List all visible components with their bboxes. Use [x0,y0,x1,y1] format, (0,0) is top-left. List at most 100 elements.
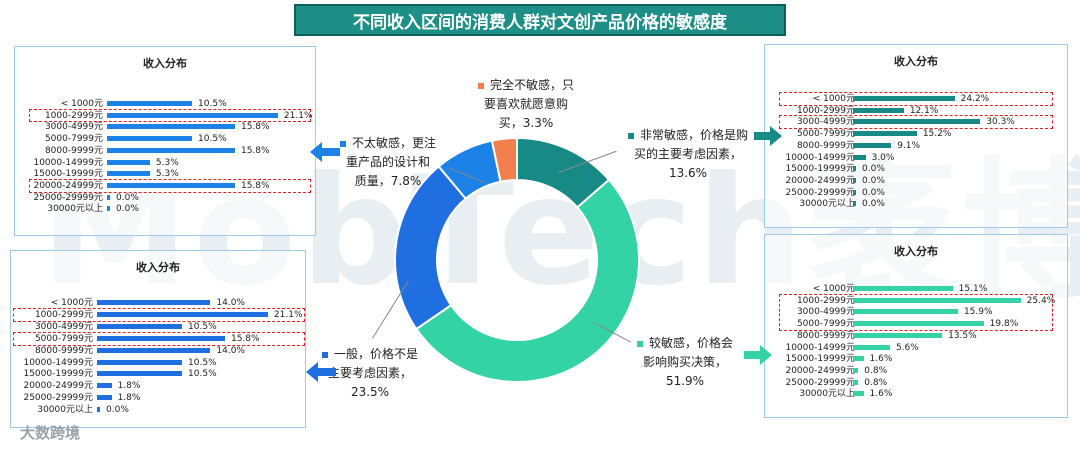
highlight-box [779,115,1053,130]
bar-row: 30000元以上 0.0% [11,404,305,416]
bar [97,311,268,317]
annotation-line: 质量，7.8% [354,174,422,188]
annotation-line: 影响购买决策， [642,355,727,369]
arrow-right-bottom-icon [744,345,772,365]
highlight-box [29,178,311,193]
bar-category-label: 8000-9999元 [796,330,855,341]
bar-value-label: 19.8% [989,319,1019,330]
donut-chart [392,135,642,385]
bar-row: 15000-19999元 5.3% [15,168,315,180]
bar-value-label: 3.0% [871,152,895,163]
donut-svg [394,136,640,383]
highlight-box [13,307,305,322]
bar [853,166,856,172]
bar-category-label: 25000-29999元 [785,187,855,198]
bar-category-label: 10000-14999元 [785,342,855,353]
bar-category-label: 25000-29999元 [23,393,93,404]
annotation-sensitive: 较敏感，价格会 影响购买决策， 51.9% [630,334,740,391]
bar-row: 1000-2999元 12.1% [765,105,1067,117]
bar-row: 5000-7999元 15.2% [765,128,1067,140]
bar-row: < 1000元 10.5% [15,98,315,110]
bar-row: 10000-14999元 5.3% [15,157,315,169]
bar-category-label: < 1000元 [812,94,855,104]
annotation-line: 完全不敏感，只 [489,78,574,92]
bar-value-label: 25.4% [1026,295,1056,306]
annotation-line: 51.9% [665,374,705,388]
bar-row: 3000-4999元 15.8% [15,121,315,133]
bar [853,321,984,327]
bar-value-label: 13.5% [948,330,977,341]
bar-row: 5000-7999元 19.8% [765,318,1067,330]
bar-value-label: 14.0% [216,298,245,308]
bar-category-label: 1000-2999元 [796,105,855,116]
bar [107,147,235,153]
bar [853,332,943,338]
bar-row: 15000-19999元 10.5% [11,368,305,380]
arrow-left-top-icon [310,142,340,162]
bar [107,194,110,200]
bar [97,395,112,401]
bar [853,367,859,373]
bar-value-label: 15.8% [240,180,270,191]
panel-title: 收入分布 [143,57,187,70]
bar-row: 20000-24999元 15.8% [15,180,315,192]
bar-value-label: 10.5% [188,369,217,380]
arrow-left-bottom-icon [306,362,336,382]
bar-value-label: 0.0% [106,405,129,416]
bar [97,407,100,413]
annotation-very-sensitive: 非常敏感，价格是购 买的主要考虑因素， 13.6% [622,126,754,183]
footer-logo: 大数跨境 [20,424,81,442]
annotation-line: 重产品的设计和 [345,155,430,169]
bar-row: 30000元以上 0.0% [15,203,315,215]
income-panel-neutral: 收入分布 < 1000元 14.0% 1000-2999元 21.1% 3000-4999… [10,250,306,428]
bar [853,379,859,385]
bar-row: < 1000元 24.2% [765,93,1067,105]
bar-row: 25000-29999元 1.8% [11,392,305,404]
annotation-line: 主要考虑因素， [327,366,412,380]
bar [97,383,112,389]
bar-row: 25000-29999元 0.0% [765,187,1067,199]
legend-dot-sensitive [636,340,643,347]
bar-row: 5000-7999元 10.5% [15,133,315,145]
bar-category-label: 1000-2999元 [796,295,855,306]
annotation-neutral: 一般，价格不是 主要考虑因素， 23.5% [320,345,420,402]
bar-row: 30000元以上 1.6% [765,388,1067,400]
annotation-line: 较敏感，价格会 [648,336,733,350]
bar-category-label: 15000-19999元 [785,164,855,175]
annotation-line: 非常敏感，价格是购 [639,128,748,142]
bar [853,189,856,195]
panel-title: 收入分布 [894,245,938,258]
bar-value-label: 15.9% [963,307,993,318]
bar-category-label: 20000-24999元 [23,381,93,392]
legend-dot-less-sensitive [339,140,346,147]
bar-row: 8000-9999元 13.5% [765,330,1067,342]
bar-category-label: 15000-19999元 [23,369,93,380]
bar [97,300,211,305]
donut-slice-1 [414,178,640,383]
bar-value-label: 0.8% [864,377,888,388]
bar [853,297,1021,303]
bar-category-label: 20000-24999元 [785,175,855,186]
bar-value-label: 0.0% [862,164,885,175]
bar [107,136,193,142]
income-panel-very-sensitive: 收入分布 < 1000元 24.2% 1000-2999元 12.1% 3000-4999… [764,44,1068,228]
bar-value-label: 0.0% [116,192,139,203]
bar-category-label: 3000-4999元 [796,307,855,318]
bar [97,335,225,341]
bar [853,131,917,137]
bar-row: < 1000元 15.1% [765,283,1067,295]
bar-row: 20000-24999元 1.8% [11,380,305,392]
bar [97,323,183,329]
bar-value-label: 10.5% [188,321,217,332]
bar-value-label: 0.8% [864,365,888,376]
bar-category-label: < 1000元 [60,99,103,109]
bar-value-label: 10.5% [198,134,227,145]
income-panel-less-sensitive: 收入分布 < 1000元 10.5% 1000-2999元 21.1% 3000-4999… [14,46,316,236]
bar-category-label: 15000-19999元 [785,354,855,365]
bar-row: 25000-29999元 0.8% [765,377,1067,389]
bar [107,159,150,165]
bar-category-label: 20000-24999元 [785,365,855,376]
bar-row: 30000元以上 0.0% [765,198,1067,210]
bar-row: 25000-29999元 0.0% [15,192,315,204]
bar-row: 10000-14999元 5.6% [765,342,1067,354]
